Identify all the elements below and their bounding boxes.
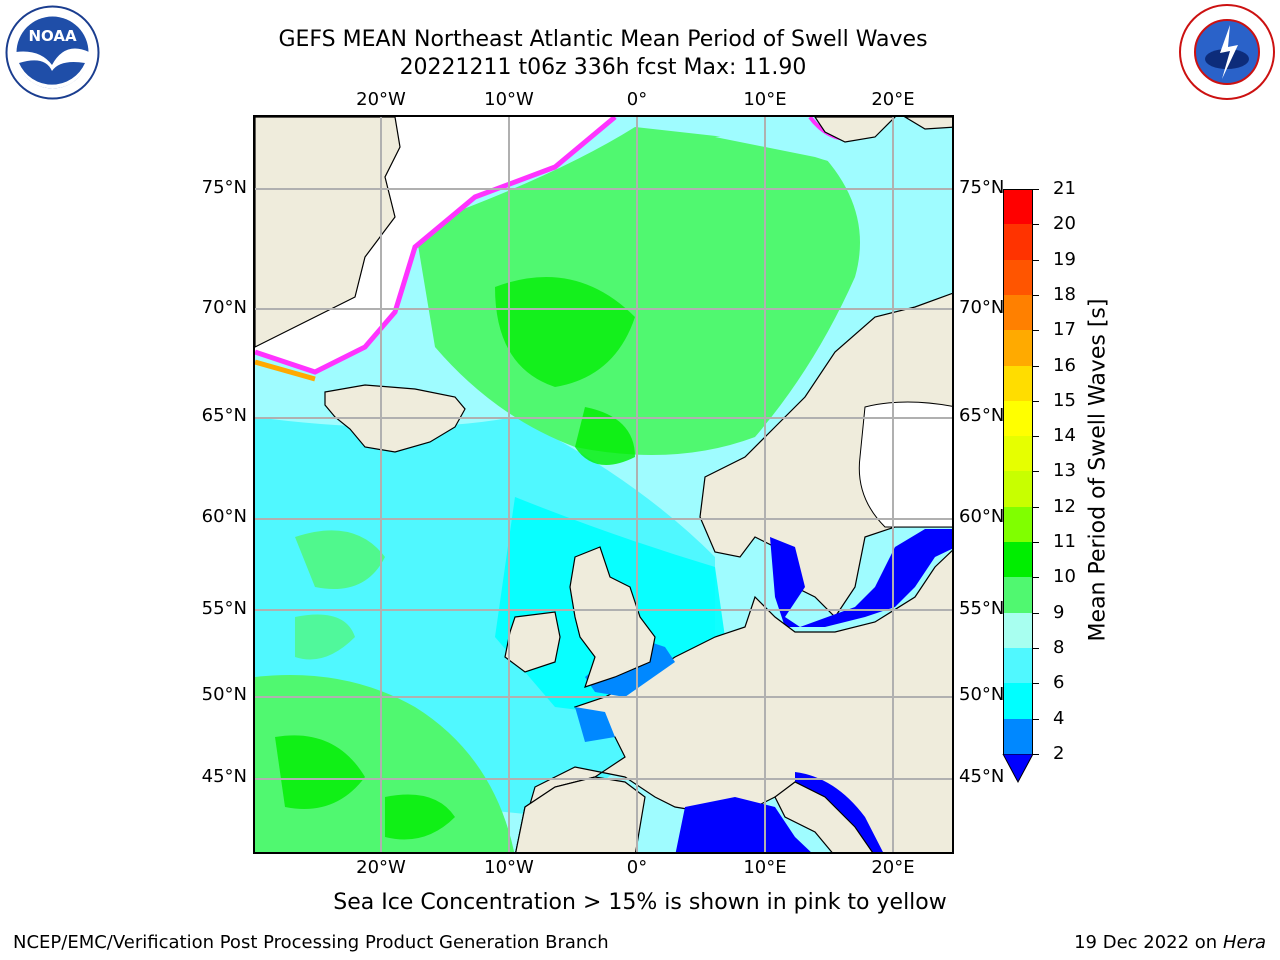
colorbar-tick-label: 13 [1053,460,1076,482]
colorbar-bin [1003,365,1033,402]
colorbar-bin [1003,259,1033,296]
mediterranean-sea [675,797,811,852]
colorbar-bin [1003,330,1033,366]
chart-subtitle: 20221211 t06z 336h fcst Max: 11.90 [399,55,807,80]
colorbar-bin [1003,647,1033,684]
lon-label-top: 0° [626,89,648,110]
colorbar-bin [1003,471,1033,508]
colorbar-tick-mark [1033,753,1039,755]
lat-label-right: 70°N [959,297,1005,318]
italy-land [774,781,873,852]
sea-ice-note: Sea Ice Concentration > 15% is shown in … [333,890,947,915]
colorbar-bin [1003,542,1033,578]
lat-label-left: 65°N [201,405,247,426]
colorbar-bin [1003,224,1033,261]
colorbar-tick-mark [1033,683,1039,685]
map-panel [253,115,954,854]
colorbar-tick-label: 11 [1053,531,1076,552]
colorbar-tick-mark [1033,436,1039,438]
colorbar-bin [1003,577,1033,614]
colorbar-tick-label: 18 [1053,283,1076,305]
svg-text:NOAA: NOAA [28,27,77,45]
colorbar-tick-mark [1033,330,1039,332]
lat-label-left: 45°N [201,766,247,787]
lon-label-bottom: 0° [626,857,648,878]
scandinavia-land [699,292,952,618]
lat-label-left: 50°N [201,684,247,705]
lat-label-left: 70°N [201,297,247,318]
colorbar-bin [1003,718,1033,755]
lon-label-bottom: 20°E [871,857,915,878]
colorbar-tick-label: 12 [1053,495,1076,517]
colorbar-tick-mark [1033,647,1039,649]
colorbar-tick-mark [1033,542,1039,543]
colorbar-tick-label: 2 [1053,742,1065,764]
baltic-sea [770,529,952,627]
footer-date: 19 Dec 2022 on Hera [1074,932,1266,953]
colorbar-tick-label: 10 [1053,566,1076,588]
colorbar-tick-label: 6 [1053,672,1065,694]
lat-label-right: 55°N [959,598,1005,619]
lat-label-left: 75°N [201,177,247,198]
colorbar-tick-label: 8 [1053,636,1065,658]
map-canvas [255,117,952,852]
footer-date-text: 19 Dec 2022 on [1074,932,1218,953]
lon-label-bottom: 10°W [484,857,534,878]
footer-credit: NCEP/EMC/Verification Post Processing Pr… [13,932,609,953]
colorbar-tick-mark [1033,365,1039,367]
lat-label-right: 65°N [959,405,1005,426]
colorbar-tick-label: 16 [1053,354,1076,376]
colorbar-tick-mark [1033,294,1039,296]
lat-label-left: 60°N [201,506,247,527]
colorbar-bin [1003,189,1033,225]
lon-label-top: 20°E [871,89,915,110]
chart-title: GEFS MEAN Northeast Atlantic Mean Period… [278,27,928,52]
colorbar-tick-label: 14 [1053,425,1076,447]
colorbar [1002,189,1034,783]
colorbar-bin [1003,400,1033,437]
colorbar-tick-mark [1033,612,1039,614]
lon-label-top: 10°W [484,89,534,110]
lon-label-top: 10°E [743,89,787,110]
footer-machine: Hera [1222,932,1266,953]
svalbard-land [814,117,896,143]
colorbar-bin [1003,612,1033,649]
national-weather-service-logo [1178,3,1276,101]
colorbar-tick-label: 15 [1053,389,1076,411]
colorbar-tick-mark [1033,577,1039,579]
lat-label-right: 50°N [959,684,1005,705]
colorbar-extend-triangle [1002,753,1034,783]
lat-label-left: 55°N [201,598,247,619]
lon-label-bottom: 20°W [356,857,406,878]
great-britain-land [569,546,656,688]
colorbar-tick-mark [1033,224,1039,226]
colorbar-tick-label: 19 [1053,248,1076,270]
colorbar-bin [1003,506,1033,543]
noaa-logo: NOAA [5,5,100,100]
colorbar-tick-mark [1033,471,1039,473]
lat-label-right: 75°N [959,177,1005,198]
lon-label-top: 20°W [356,89,406,110]
lat-label-right: 45°N [959,766,1005,787]
colorbar-tick-label: 20 [1053,213,1076,235]
graticule [255,117,952,852]
ireland-land [504,611,561,673]
colorbar-tick-label: 4 [1053,707,1065,729]
colorbar-tick-label: 21 [1053,178,1076,199]
lat-label-right: 60°N [959,506,1005,527]
colorbar-bin [1003,683,1033,719]
colorbar-tick-mark [1033,189,1039,190]
colorbar-tick-mark [1033,400,1039,402]
colorbar-bin [1003,294,1033,331]
colorbar-label: Mean Period of Swell Waves [s] [1085,298,1111,642]
colorbar-tick-mark [1033,259,1039,261]
colorbar-tick-label: 17 [1053,319,1076,341]
lon-label-bottom: 10°E [743,857,787,878]
colorbar-bin [1003,436,1033,472]
colorbar-tick-label: 9 [1053,601,1065,623]
colorbar-tick-mark [1033,506,1039,508]
colorbar-tick-mark [1033,718,1039,720]
